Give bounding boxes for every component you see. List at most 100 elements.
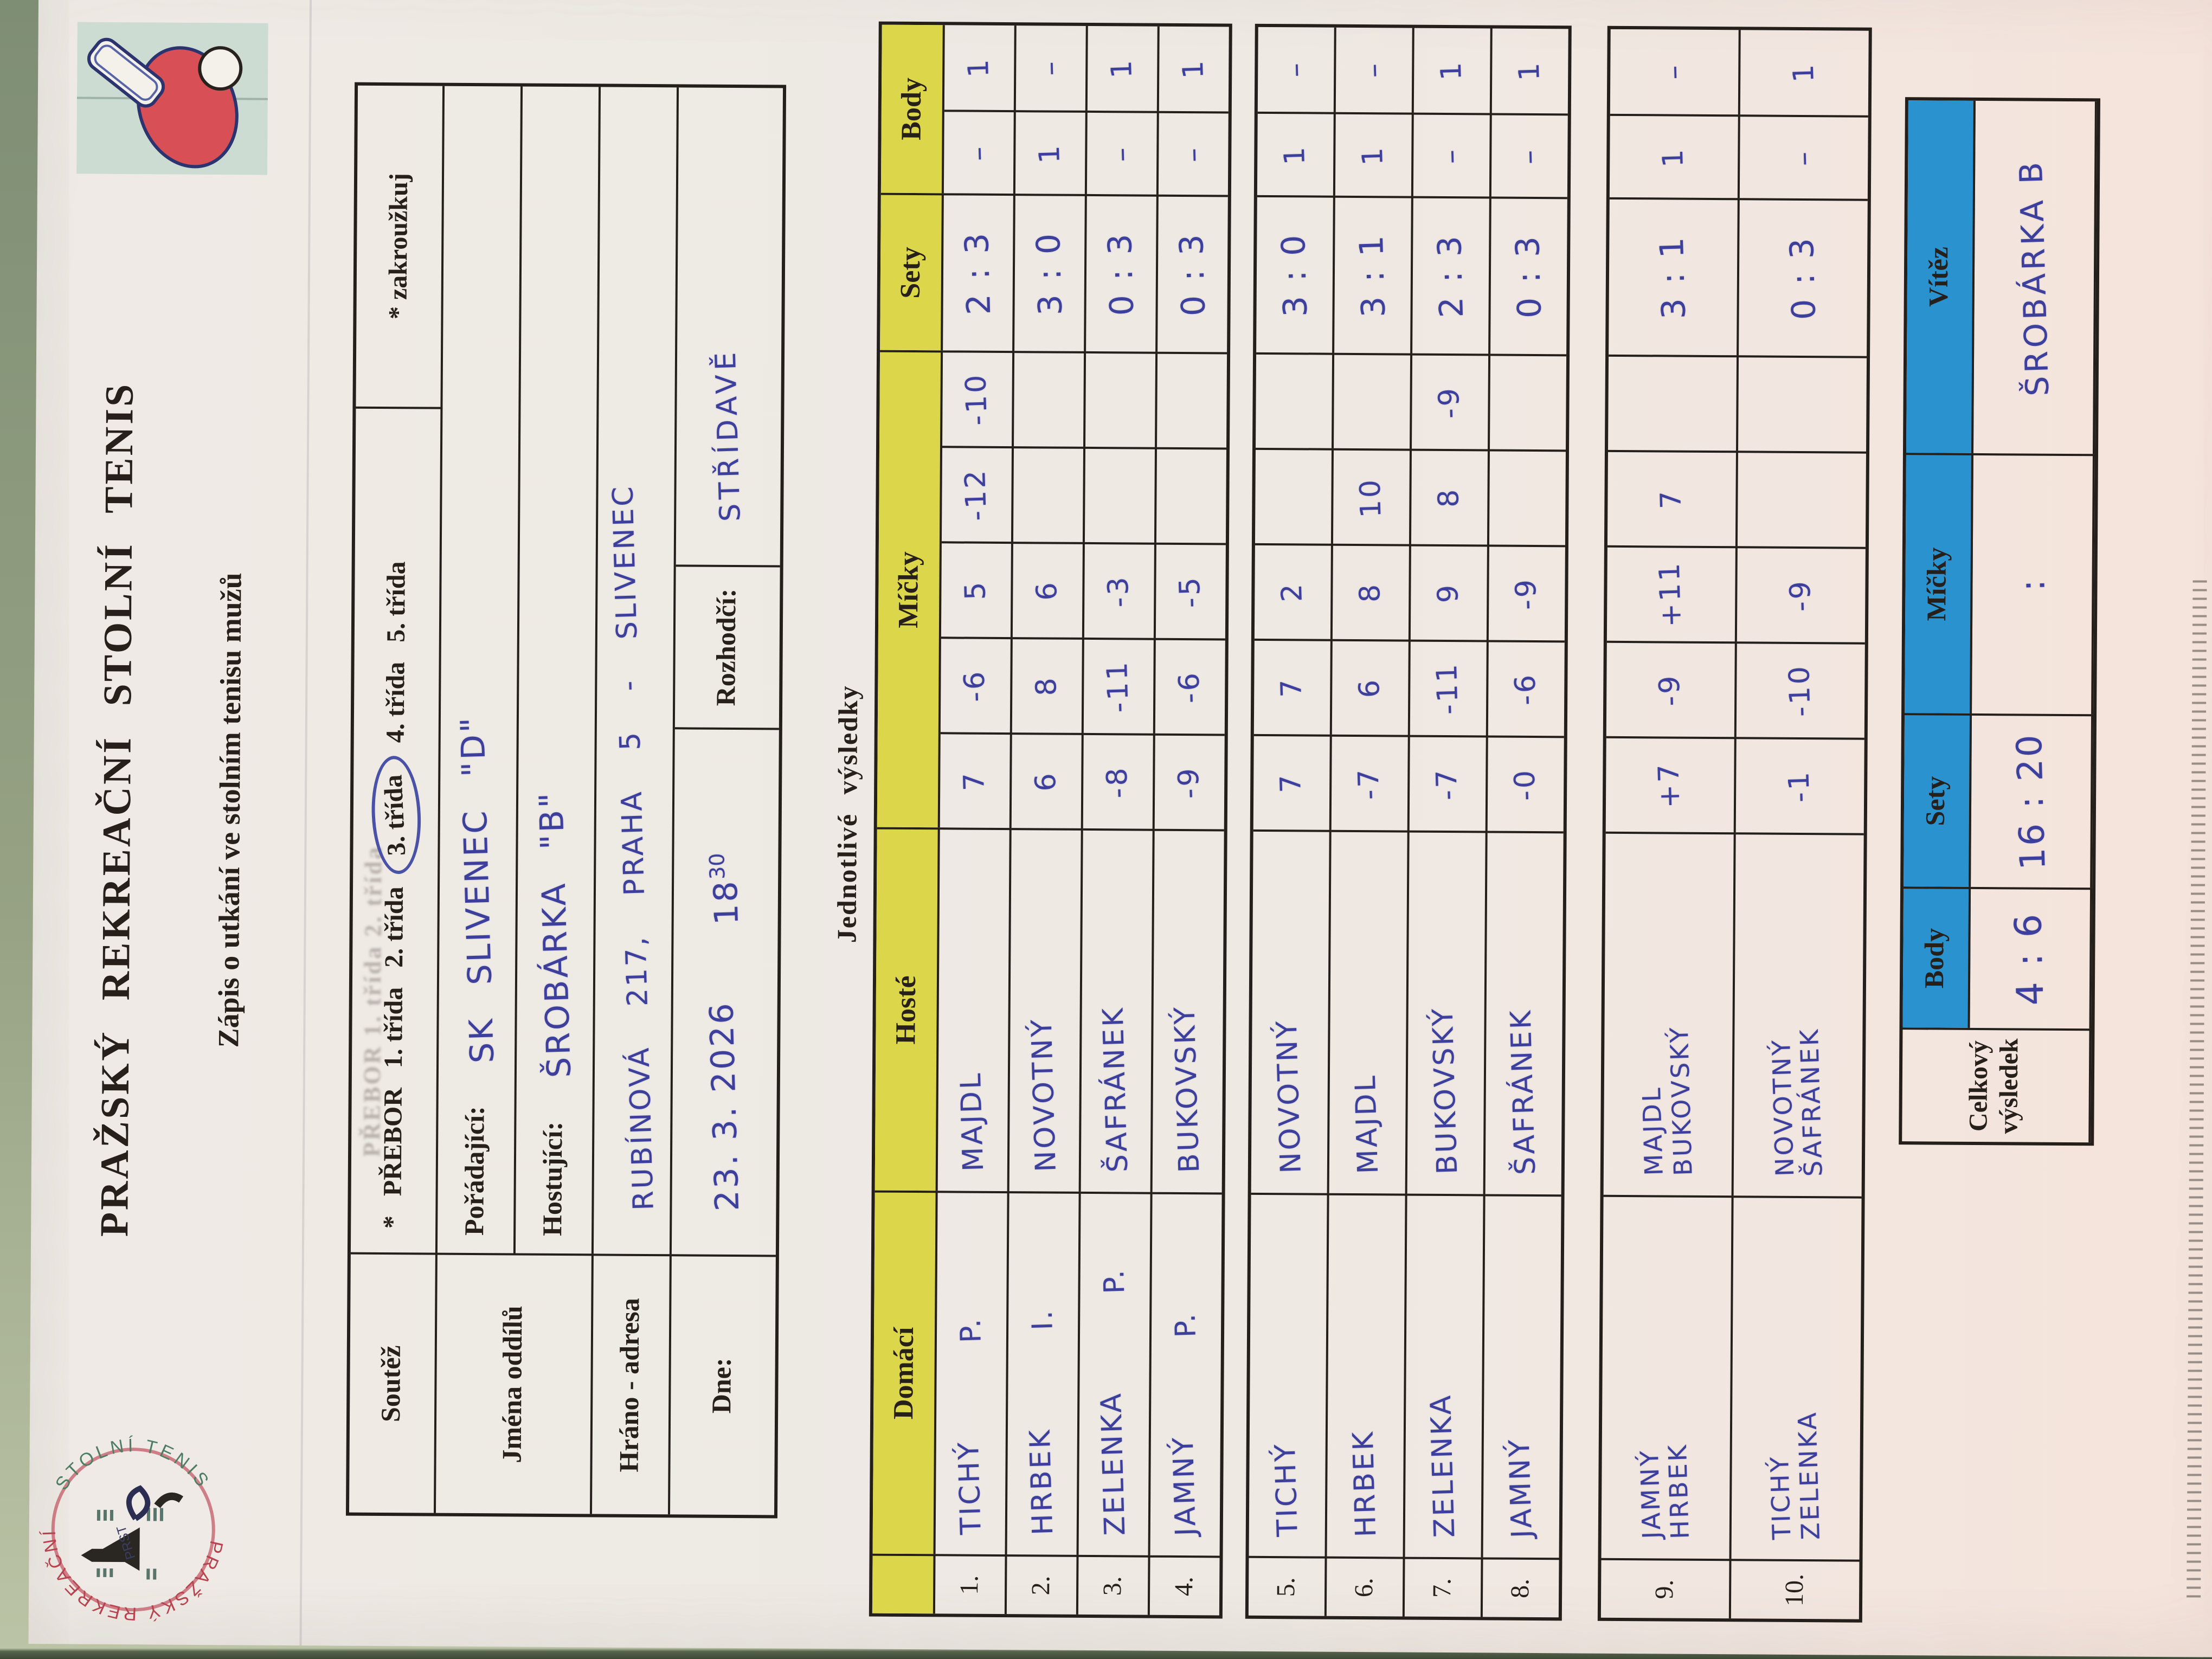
away-pair: MAJDL BUKOVSKÝ — [1603, 831, 1736, 1196]
away-pair: NOVOTNÝ ŠAFRÁNEK — [1733, 832, 1864, 1197]
set-score: 6 — [1332, 639, 1411, 735]
teams-cell: Pořádající: SK SLIVENEC "D" Hostující: Š… — [437, 86, 601, 1254]
form-title: Zápis o utkání ve stolním tenisu mužů — [212, 573, 248, 1048]
hostujici-value: ŠROBÁRKA "B" — [532, 790, 579, 1079]
totals-micky-value: : — [1972, 453, 2095, 715]
fold-line — [299, 0, 312, 1646]
set-score: -1 — [1735, 737, 1864, 833]
poradajici-label: Pořádající: — [460, 1106, 491, 1236]
set-score: -9 — [1737, 546, 1866, 642]
body-away: 1 — [1413, 28, 1493, 113]
meta-table: Soutěž PŘEBOR 1. třída 2. třída * PŘEBOR… — [345, 82, 787, 1519]
set-score: -9 — [1154, 733, 1225, 829]
set-score — [1608, 354, 1739, 451]
row-number: 10. — [1731, 1559, 1860, 1619]
col-header-hoste: Hosté — [874, 827, 940, 1191]
soutez-label: Soutěž — [349, 1252, 438, 1513]
col-header-domaci: Domácí — [872, 1190, 938, 1554]
row-number: 2. — [1006, 1554, 1079, 1615]
address-row: Hráno - adresa RUBÍNOVÁ 217, PRAHA 5 - S… — [591, 87, 679, 1515]
set-score — [1738, 355, 1867, 452]
totals-header-micky: Míčky — [1905, 453, 1973, 713]
prst-club-logo-icon: PRAŽSKÝ REKREAČNÍ STOLNÍ TENIS PRST — [38, 1435, 227, 1625]
set-score: -9 — [1412, 353, 1491, 449]
hrano-adresa-label: Hráno - adresa — [591, 1253, 672, 1515]
class-option-4: 4. třída — [381, 661, 410, 743]
body-away: 1 — [1513, 60, 1547, 82]
home-pair: JAMNÝ HRBEK — [1601, 1194, 1734, 1559]
soutez-star: * — [378, 1215, 407, 1229]
set-score: 8 — [1012, 637, 1084, 733]
set-score — [1085, 351, 1158, 447]
set-score: -9 — [1488, 544, 1565, 641]
set-score: -6 — [940, 636, 1013, 733]
poradajici-value: SK SLIVENEC "D" — [453, 714, 502, 1064]
sety-value: 3 : 1 — [1609, 197, 1740, 356]
away-player: BUKOVSKÝ — [1407, 830, 1488, 1194]
set-score: 7 — [1607, 449, 1739, 546]
results-table-singles-2: 5. TICHÝ NOVOTNÝ 7 7 2 3 : 0 1 – 6. HRBE… — [1245, 23, 1572, 1621]
set-score — [1157, 351, 1227, 448]
set-score: +11 — [1606, 545, 1738, 642]
soutez-row: Soutěž PŘEBOR 1. třída 2. třída * PŘEBOR… — [349, 85, 445, 1513]
set-score: 8 — [1411, 448, 1490, 545]
results-table-singles-1: Domácí Hosté Míčky Sety Body 1. TICHÝ P. … — [869, 21, 1232, 1619]
body-home: – — [1413, 112, 1492, 197]
org-title: PRAŽSKÝ REKREAČNÍ STOLNÍ TENIS — [93, 382, 143, 1237]
body-away: – — [1335, 27, 1414, 113]
body-home: – — [1739, 114, 1868, 199]
sety-value: 0 : 3 — [1086, 194, 1159, 352]
home-player: TICHÝ — [1249, 1192, 1329, 1557]
set-score: 5 — [941, 541, 1013, 638]
body-away: 1 — [944, 25, 1017, 111]
body-away: – — [1610, 29, 1741, 115]
set-score: -12 — [941, 446, 1014, 542]
row-number: 9. — [1600, 1558, 1732, 1619]
sety-value: 0 : 3 — [1158, 194, 1228, 352]
sety-value: 2 : 3 — [1412, 196, 1491, 354]
row-number: 8. — [1482, 1557, 1559, 1618]
jmena-oddilu-label: Jména oddílů — [435, 1252, 594, 1514]
set-score — [1013, 446, 1086, 542]
away-player: BUKOVSKÝ — [1152, 828, 1224, 1193]
set-score: -8 — [1083, 732, 1155, 829]
set-score: -7 — [1331, 734, 1410, 831]
ghost-print: PŘEBOR 1. třída 2. třída — [358, 845, 387, 1158]
set-score: 7 — [1253, 638, 1333, 735]
body-home: – — [1491, 113, 1568, 197]
col-header-num — [872, 1553, 936, 1614]
dne-label: Dne: — [670, 1254, 776, 1515]
rozhodci-cell: STŘÍDAVĚ — [676, 87, 783, 565]
body-away: 1 — [1087, 25, 1160, 111]
set-score: 7 — [940, 732, 1012, 828]
set-score: -5 — [1155, 542, 1226, 639]
set-score: -11 — [1410, 639, 1489, 736]
set-score: 6 — [1012, 542, 1085, 638]
class-options: PŘEBOR 1. třída 2. třída * PŘEBOR 1. tří… — [350, 406, 443, 1253]
hostujici-label: Hostující: — [538, 1121, 569, 1237]
home-player: JAMNÝ P. — [1150, 1192, 1222, 1556]
body-home: – — [1158, 111, 1229, 195]
set-score: -7 — [1409, 735, 1488, 831]
paddle-icon — [76, 22, 268, 175]
teams-row: Jména oddílů Pořádající: SK SLIVENEC "D"… — [435, 86, 601, 1514]
date-row: Dne: 23. 3. 2026 1830 Rozhodčí: STŘÍDAVĚ — [670, 87, 783, 1515]
set-score: -10 — [942, 350, 1015, 447]
set-score: 6 — [1011, 732, 1084, 828]
set-score — [1084, 446, 1158, 543]
set-score: -10 — [1736, 641, 1865, 738]
sety-value: 0 : 3 — [1490, 196, 1567, 355]
set-score — [1489, 449, 1566, 545]
class-option-5: 5. třída — [382, 561, 411, 642]
away-player: NOVOTNÝ — [1251, 829, 1332, 1193]
set-score — [1737, 451, 1867, 547]
away-player: MAJDL — [937, 827, 1012, 1192]
body-home: 1 — [1335, 112, 1414, 196]
away-player: NOVOTNÝ — [1009, 828, 1083, 1192]
set-score — [1014, 351, 1086, 447]
col-header-body: Body — [880, 24, 945, 194]
zakrouzkuj-note: * zakroužkuj — [356, 85, 445, 407]
dne-value: 23. 3. 2026 — [703, 1000, 747, 1212]
hrano-adresa-cell: RUBÍNOVÁ 217, PRAHA 5 - SLIVENEC — [593, 87, 679, 1255]
